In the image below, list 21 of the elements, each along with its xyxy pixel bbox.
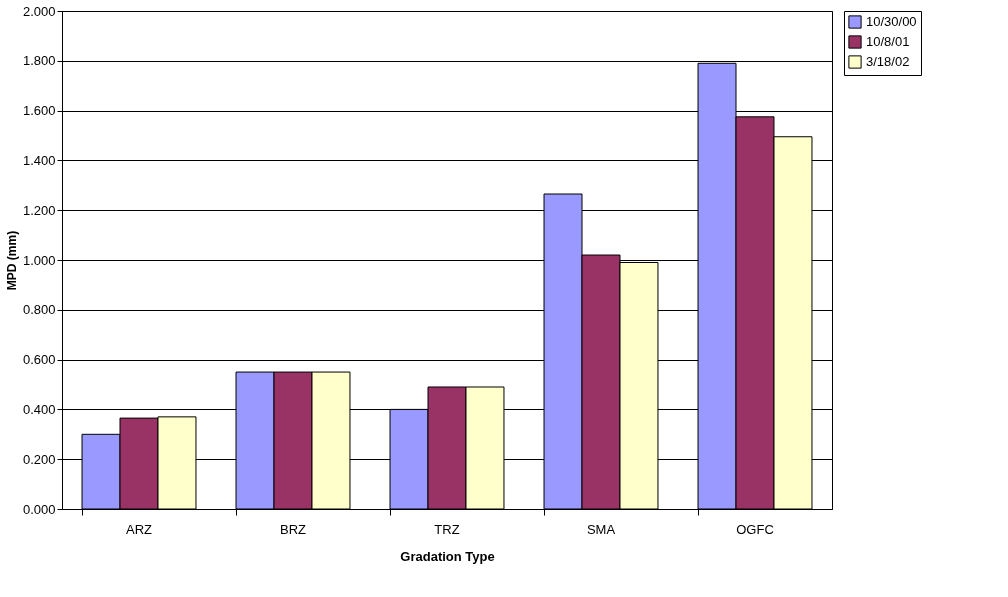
y-tick-label: 1.600 bbox=[22, 103, 56, 119]
x-tick-label: OGFC bbox=[736, 521, 774, 537]
y-axis-title: MPD (mm) bbox=[4, 230, 19, 291]
legend-label: 3/18/02 bbox=[866, 54, 910, 69]
legend-label: 10/30/00 bbox=[866, 14, 917, 29]
x-tick-label: SMA bbox=[586, 521, 616, 537]
x-axis-title: Gradation Type bbox=[400, 548, 495, 564]
x-tick-label: TRZ bbox=[434, 521, 460, 537]
x-tick-label: ARZ bbox=[126, 521, 153, 537]
y-tick-label: 1.800 bbox=[22, 53, 56, 69]
y-tick-label: 0.200 bbox=[22, 451, 56, 467]
y-tick-label: 2.000 bbox=[22, 3, 56, 19]
y-tick-label: 0.000 bbox=[22, 501, 56, 517]
legend-label: 10/8/01 bbox=[866, 34, 910, 49]
x-tick-label: BRZ bbox=[280, 521, 307, 537]
y-tick-label: 1.200 bbox=[22, 202, 56, 218]
y-tick-label: 1.400 bbox=[22, 152, 56, 168]
y-tick-label: 0.400 bbox=[22, 401, 56, 417]
y-tick-label: 0.600 bbox=[22, 352, 56, 368]
y-tick-label: 0.800 bbox=[22, 302, 56, 318]
y-tick-label: 1.000 bbox=[22, 252, 56, 268]
